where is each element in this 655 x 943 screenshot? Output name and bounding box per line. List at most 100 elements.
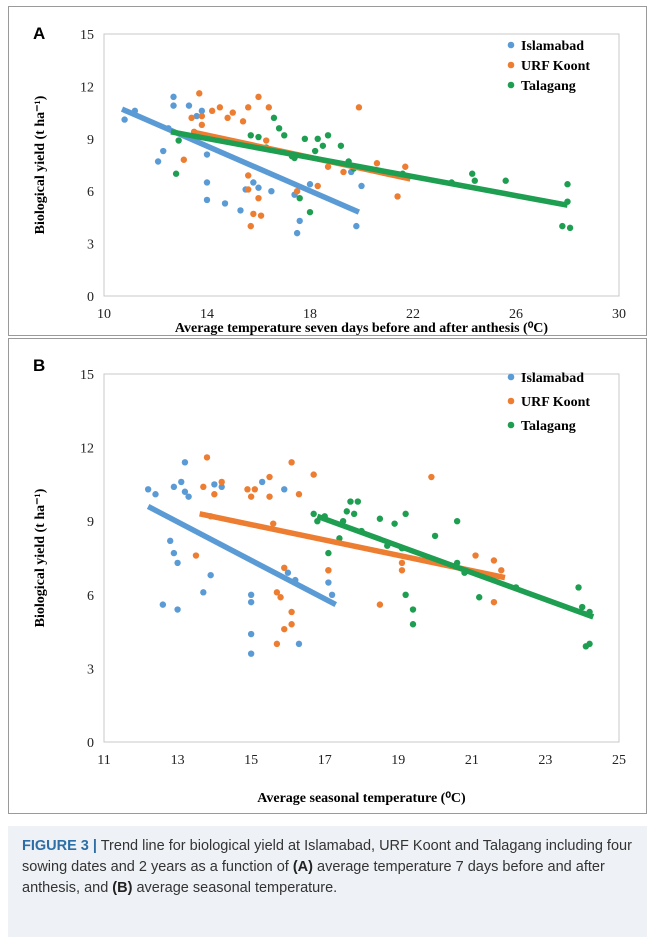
data-point [559, 222, 566, 230]
y-axis-title: Biological yield (t ha⁻¹) [33, 95, 48, 234]
data-point [402, 510, 409, 518]
data-point [324, 163, 332, 170]
legend-marker [507, 421, 515, 429]
data-point [203, 454, 211, 461]
legend-label: Islamabad [521, 39, 584, 54]
series-points [121, 93, 365, 237]
data-point [218, 483, 225, 491]
data-point [247, 650, 255, 657]
data-point [328, 591, 336, 598]
data-point [293, 229, 301, 237]
y-tick-label: 0 [87, 290, 94, 305]
data-point [281, 132, 288, 139]
data-point [409, 621, 417, 628]
y-tick-label: 6 [87, 185, 94, 200]
data-point [314, 135, 321, 142]
data-point [178, 478, 185, 486]
y-tick-label: 3 [87, 662, 94, 677]
data-point [144, 486, 152, 493]
data-point [251, 486, 259, 493]
panel-b-frame: B 0 3 6 9 12 15 11 13 15 17 19 21 23 25 Average season… [8, 338, 647, 814]
data-point [476, 594, 483, 601]
data-point [221, 200, 229, 207]
data-point [319, 142, 327, 149]
y-tick-label: 15 [80, 368, 94, 383]
data-point [247, 598, 255, 606]
data-point [273, 640, 281, 648]
data-point [174, 606, 181, 613]
x-tick-label: 15 [244, 753, 258, 768]
legend-label: Talagang [521, 419, 576, 434]
x-tick-label: 19 [391, 753, 405, 768]
data-point [402, 163, 409, 170]
data-point [469, 170, 476, 177]
data-point [391, 520, 398, 527]
data-point [181, 488, 189, 495]
data-point [428, 473, 435, 481]
data-point [310, 471, 317, 478]
data-point [343, 508, 350, 515]
data-point [325, 567, 332, 574]
data-point [288, 608, 295, 616]
data-point [394, 193, 401, 200]
data-point [200, 483, 207, 491]
data-point [255, 93, 262, 101]
data-point [288, 459, 295, 466]
data-point [250, 210, 257, 218]
data-point [281, 486, 288, 493]
data-point [295, 640, 303, 648]
data-point [324, 132, 332, 139]
data-point [311, 147, 319, 155]
legend-marker [507, 81, 515, 89]
data-point [579, 603, 586, 611]
legend-marker [507, 41, 515, 49]
caption-text-1: Trend line for biological yield at Islam… [22, 838, 632, 875]
data-point [198, 121, 206, 129]
data-point [198, 112, 206, 120]
data-point [245, 172, 252, 179]
data-point [498, 567, 505, 574]
data-point [353, 222, 360, 230]
data-point [207, 571, 214, 579]
x-tick-label: 30 [612, 307, 626, 322]
data-point [160, 147, 167, 155]
data-point [218, 478, 225, 486]
data-point [200, 589, 207, 596]
data-point [185, 102, 193, 109]
legend-label: URF Koont [521, 395, 590, 410]
data-point [247, 630, 255, 638]
data-point [203, 179, 211, 186]
data-point [295, 491, 303, 498]
x-axis-title: Average temperature seven days before an… [175, 321, 549, 335]
data-point [239, 118, 247, 125]
data-point [358, 182, 365, 190]
data-point [284, 569, 292, 576]
data-point [258, 478, 266, 486]
data-point [373, 160, 381, 167]
data-point [263, 137, 270, 144]
data-point [170, 93, 177, 101]
panel-letter-a: A [33, 24, 45, 43]
x-tick-label: 25 [612, 753, 626, 768]
x-tick-label: 22 [406, 307, 420, 322]
data-point [268, 188, 275, 195]
data-point [185, 493, 192, 500]
data-point [273, 589, 281, 596]
y-tick-label: 15 [80, 28, 94, 43]
caption-text-3: average seasonal temperature. [132, 880, 338, 896]
caption-ref-a: (A) [292, 859, 313, 875]
caption-label: FIGURE 3 | [22, 838, 97, 854]
data-point [188, 114, 195, 122]
x-tick-label: 13 [171, 753, 185, 768]
x-tick-label: 18 [303, 307, 317, 322]
legend-label: Islamabad [521, 371, 584, 386]
data-point [266, 493, 273, 500]
data-point [288, 621, 295, 628]
data-point [355, 104, 363, 111]
data-point [247, 132, 254, 139]
data-point [255, 133, 262, 141]
series-points [310, 498, 593, 650]
data-point [586, 640, 593, 648]
plot-area [103, 33, 620, 297]
data-point [402, 591, 409, 598]
